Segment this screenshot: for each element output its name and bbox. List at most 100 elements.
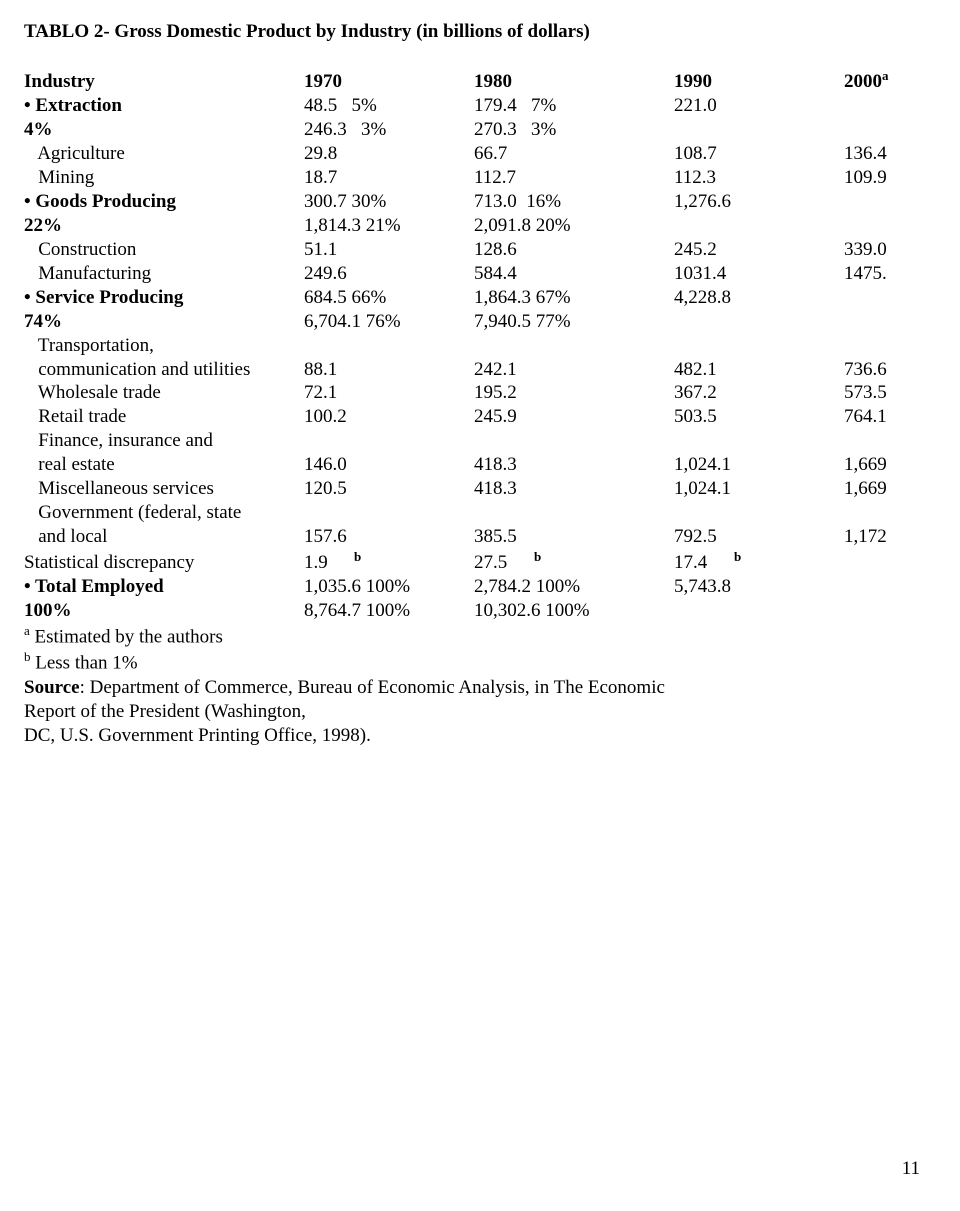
- hdr-2000: 2000: [844, 71, 882, 92]
- row-total-b: 100%8,764.7 100%10,302.6 100%: [24, 599, 936, 623]
- header-row: Industry1970198019902000a: [24, 68, 936, 94]
- cell-label: 100%: [24, 599, 304, 623]
- cell: 72.1: [304, 381, 474, 405]
- source-line3: DC, U.S. Government Printing Office, 199…: [24, 724, 936, 748]
- cell: 418.3: [474, 477, 674, 501]
- cell: 136.4: [844, 143, 887, 164]
- row-transport-b: communication and utilities88.1242.1482.…: [24, 358, 936, 382]
- cell: 195.2: [474, 381, 674, 405]
- cell-label: communication and utilities: [24, 358, 304, 382]
- cell: 736.6: [844, 359, 887, 380]
- hdr-industry: Industry: [24, 70, 304, 94]
- cell: 1,024.1: [674, 453, 844, 477]
- cell: 245.9: [474, 405, 674, 429]
- row-gov-a: Government (federal, state: [24, 501, 936, 525]
- cell: 29.8: [304, 142, 474, 166]
- row-extraction: • Extraction48.5 5%179.4 7%221.0: [24, 94, 936, 118]
- cell: 684.5 66%: [304, 286, 474, 310]
- source-text: : Department of Commerce, Bureau of Econ…: [80, 677, 665, 698]
- cell: 18.7: [304, 166, 474, 190]
- cell: 112.3: [674, 166, 844, 190]
- cell-label: Wholesale trade: [24, 381, 304, 405]
- source-label: Source: [24, 677, 80, 698]
- row-transport-a: Transportation,: [24, 334, 936, 358]
- cell: 245.2: [674, 238, 844, 262]
- cell: 51.1: [304, 238, 474, 262]
- row-service: • Service Producing684.5 66%1,864.3 67%4…: [24, 286, 936, 310]
- row-finance-b: real estate146.0418.31,024.11,669: [24, 453, 936, 477]
- row-mining: Mining18.7112.7112.3109.9: [24, 166, 936, 190]
- cell-label: Miscellaneous services: [24, 477, 304, 501]
- row-wholesale: Wholesale trade72.1195.2367.2573.5: [24, 381, 936, 405]
- cell: 300.7 30%: [304, 190, 474, 214]
- cell: 246.3 3%: [304, 118, 474, 142]
- row-agriculture: Agriculture29.866.7108.7136.4: [24, 142, 936, 166]
- row-construction: Construction51.1128.6245.2339.0: [24, 238, 936, 262]
- row-retail: Retail trade100.2245.9503.5764.1: [24, 405, 936, 429]
- row-goods-b: 22%1,814.3 21%2,091.8 20%: [24, 214, 936, 238]
- cell: 221.0: [674, 95, 717, 116]
- cell: 1475.: [844, 263, 887, 284]
- cell-label: and local: [24, 525, 304, 549]
- fn-text: Estimated by the authors: [30, 626, 223, 647]
- sup-b: b: [354, 549, 474, 565]
- cell: 242.1: [474, 358, 674, 382]
- cell: 270.3 3%: [474, 119, 556, 140]
- cell: 10,302.6 100%: [474, 600, 590, 621]
- cell: 146.0: [304, 453, 474, 477]
- hdr-1990: 1990: [674, 70, 844, 94]
- table-title: TABLO 2- Gross Domestic Product by Indus…: [24, 20, 936, 44]
- row-service-b: 74%6,704.1 76%7,940.5 77%: [24, 310, 936, 334]
- cell: 2,784.2 100%: [474, 575, 674, 599]
- cell: 88.1: [304, 358, 474, 382]
- cell: 1,669: [844, 454, 887, 475]
- cell: 5,743.8: [674, 576, 731, 597]
- cell-label: Agriculture: [24, 142, 304, 166]
- cell-label: Mining: [24, 166, 304, 190]
- cell-label: Retail trade: [24, 405, 304, 429]
- cell: 1,024.1: [674, 477, 844, 501]
- cell-label: Government (federal, state: [24, 502, 241, 523]
- cell: 1,814.3 21%: [304, 214, 474, 238]
- page-number: 11: [902, 1157, 920, 1181]
- sup-b: b: [734, 549, 741, 564]
- cell: 2,091.8 20%: [474, 215, 571, 236]
- cell: 4,228.8: [674, 287, 731, 308]
- cell: 249.6: [304, 262, 474, 286]
- source-line1: Source: Department of Commerce, Bureau o…: [24, 676, 936, 700]
- cell-label: Manufacturing: [24, 262, 304, 286]
- cell: 108.7: [674, 142, 844, 166]
- cell: 503.5: [674, 405, 844, 429]
- cell-label: Transportation,: [24, 335, 154, 356]
- cell: 100.2: [304, 405, 474, 429]
- cell: 1,669: [844, 478, 887, 499]
- cell: 48.5 5%: [304, 94, 474, 118]
- cell: 713.0 16%: [474, 190, 674, 214]
- cell: 17.4: [674, 551, 734, 575]
- cell: 1.9: [304, 551, 354, 575]
- cell: 1,276.6: [674, 191, 731, 212]
- cell: 1,035.6 100%: [304, 575, 474, 599]
- cell: 1,172: [844, 526, 887, 547]
- row-extraction-b: 4%246.3 3%270.3 3%: [24, 118, 936, 142]
- cell-label: 74%: [24, 310, 304, 334]
- cell: 179.4 7%: [474, 94, 674, 118]
- source-line2: Report of the President (Washington,: [24, 700, 936, 724]
- cell: 584.4: [474, 262, 674, 286]
- cell-label: • Goods Producing: [24, 190, 304, 214]
- cell-label: • Total Employed: [24, 575, 304, 599]
- row-misc: Miscellaneous services120.5418.31,024.11…: [24, 477, 936, 501]
- cell: 128.6: [474, 238, 674, 262]
- cell: 482.1: [674, 358, 844, 382]
- cell: 109.9: [844, 167, 887, 188]
- cell: 120.5: [304, 477, 474, 501]
- cell-label: Construction: [24, 238, 304, 262]
- cell: 6,704.1 76%: [304, 310, 474, 334]
- row-gov-b: and local157.6385.5792.51,172: [24, 525, 936, 549]
- cell: 792.5: [674, 525, 844, 549]
- footnote-b: b Less than 1%: [24, 649, 936, 675]
- row-statdisc: Statistical discrepancy1.9b27.5b17.4b: [24, 549, 936, 575]
- cell: 385.5: [474, 525, 674, 549]
- source-text: DC, U.S. Government Printing Office, 199…: [24, 725, 371, 746]
- cell: 7,940.5 77%: [474, 311, 571, 332]
